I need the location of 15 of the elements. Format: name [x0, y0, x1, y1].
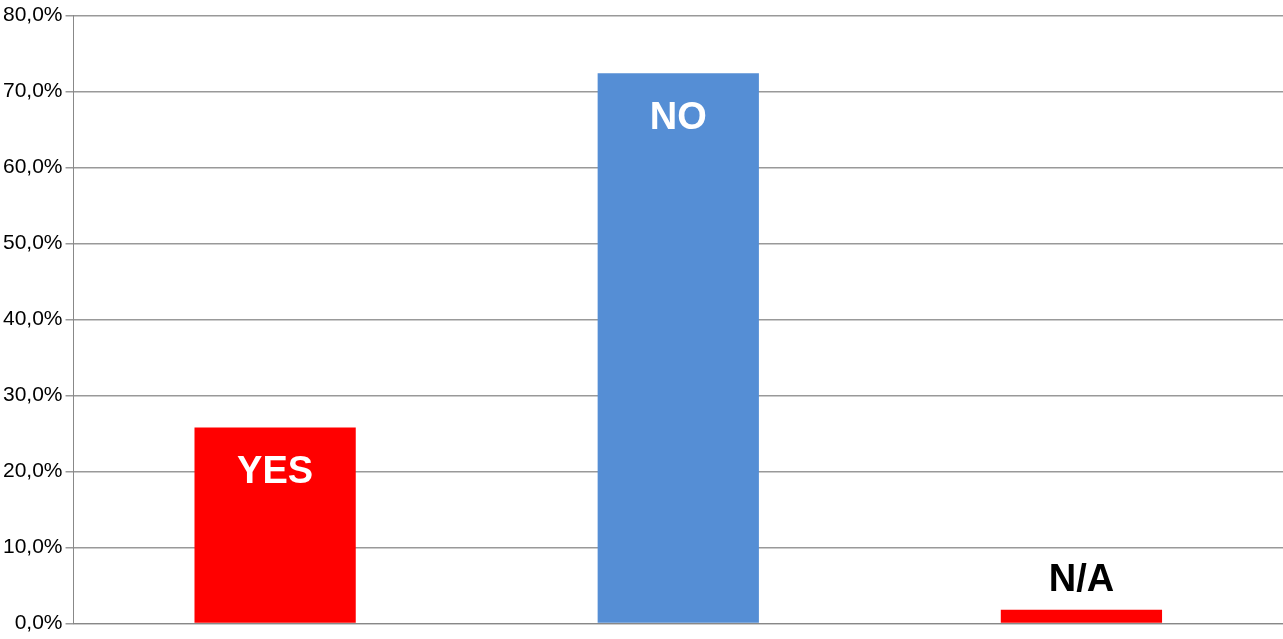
- x-tick-label: N/A: [1048, 557, 1115, 600]
- x-tick-label: YES: [237, 448, 314, 491]
- bar: [194, 427, 356, 623]
- y-tick-label: 30,0%: [3, 382, 63, 406]
- bar: [1000, 609, 1163, 623]
- y-tick-label: 10,0%: [3, 534, 63, 558]
- y-tick-label: 80,0%: [3, 2, 63, 26]
- y-tick-label: 40,0%: [3, 306, 63, 330]
- y-tick-label: 70,0%: [3, 78, 63, 102]
- y-tick-label: 20,0%: [3, 458, 63, 482]
- x-tick-label: NO: [649, 94, 707, 137]
- y-tick-label: 0,0%: [14, 610, 63, 634]
- y-tick-label: 60,0%: [3, 154, 63, 178]
- bar: [597, 73, 759, 623]
- y-tick-label: 50,0%: [3, 230, 63, 254]
